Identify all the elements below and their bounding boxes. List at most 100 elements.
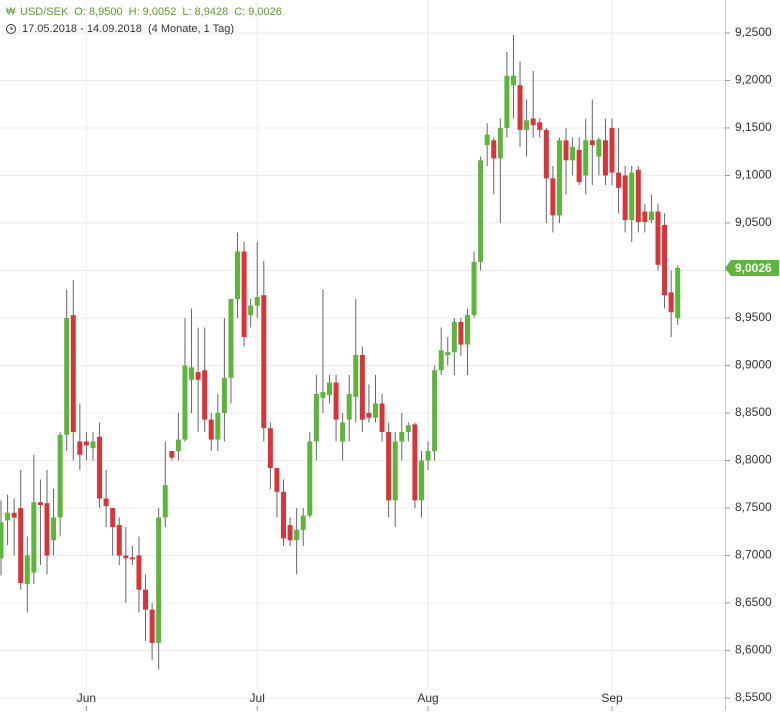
- candle-body: [530, 118, 536, 126]
- y-tick-label: 9,2500: [735, 25, 772, 39]
- candle-body: [464, 315, 470, 345]
- low-label: L: 8,9428: [182, 6, 228, 18]
- candle-body: [195, 372, 201, 380]
- y-tick-label: 9,1000: [735, 168, 772, 182]
- clock-hands: [10, 26, 13, 30]
- candle-body: [221, 377, 227, 413]
- candle-body: [51, 517, 57, 541]
- last-price-label: 9,0026: [735, 261, 772, 275]
- candle-body: [116, 525, 122, 556]
- candle-body: [182, 365, 188, 440]
- candle-body: [5, 512, 11, 521]
- y-tick-label: 8,9000: [735, 358, 772, 372]
- header: ₩ USD/SEK O: 8,9500 H: 9,0052 L: 8,9428 …: [6, 6, 282, 35]
- icon: ₩: [6, 7, 16, 18]
- candle-body: [202, 370, 208, 420]
- y-tick-label: 8,5500: [735, 690, 772, 704]
- candle-body: [537, 122, 543, 130]
- candle-body: [596, 139, 602, 157]
- candle-body: [524, 120, 530, 130]
- candle-body: [215, 412, 221, 440]
- y-tick-label: 8,6500: [735, 595, 772, 609]
- candle-body: [556, 140, 562, 216]
- candle-body: [491, 140, 497, 159]
- candle-body: [662, 224, 668, 296]
- candle-body: [0, 522, 4, 559]
- candle-body: [77, 441, 83, 455]
- candle-body: [675, 268, 681, 318]
- candle-body: [609, 127, 615, 173]
- clock-icon: [6, 24, 16, 34]
- candle-body: [471, 261, 477, 316]
- candle-body: [478, 160, 484, 262]
- candle-body: [583, 140, 589, 176]
- candle-body: [97, 436, 103, 499]
- y-tick-label: 8,9500: [735, 310, 772, 324]
- candle-body: [589, 140, 595, 146]
- candle-body: [110, 507, 116, 527]
- candle-body: [175, 439, 181, 451]
- candle-body: [432, 370, 438, 451]
- candle-body: [418, 460, 424, 501]
- candle-body: [327, 382, 332, 395]
- candle-body: [313, 393, 319, 442]
- candle-body: [386, 431, 392, 501]
- candle-body: [438, 350, 444, 371]
- y-tick-label: 8,7000: [735, 548, 772, 562]
- candle-body: [405, 425, 411, 432]
- candle-body: [149, 609, 155, 643]
- candle-body: [281, 491, 287, 539]
- candle-body: [372, 403, 378, 418]
- candle-body: [248, 305, 254, 316]
- candle-body: [425, 450, 431, 461]
- candle-body: [655, 211, 661, 265]
- candle-body: [129, 557, 135, 560]
- candle-body: [228, 298, 234, 378]
- candle-body: [399, 431, 405, 442]
- candle-body: [576, 149, 582, 183]
- y-tick-label: 8,7500: [735, 500, 772, 514]
- candles: [0, 34, 681, 670]
- candle-body: [83, 441, 89, 446]
- candle-body: [44, 503, 50, 556]
- candle-body: [366, 412, 372, 418]
- candle-body: [563, 140, 569, 161]
- y-tick-label: 8,8000: [735, 453, 772, 467]
- candle-body: [616, 172, 622, 188]
- candle-body: [261, 295, 267, 429]
- candle-body: [550, 178, 556, 216]
- candle-body: [379, 403, 385, 432]
- candle-body: [392, 441, 398, 501]
- candle-body: [445, 352, 451, 356]
- candle-body: [143, 589, 149, 610]
- candle-body: [287, 525, 293, 541]
- last-price-marker: [725, 260, 779, 277]
- candle-body: [543, 129, 549, 179]
- candle-body: [169, 450, 175, 458]
- candle-body: [123, 555, 129, 559]
- candle-body: [497, 127, 503, 159]
- candle-body: [570, 146, 576, 161]
- candle-body: [346, 393, 352, 420]
- candle-body: [458, 321, 464, 345]
- candle-body: [31, 502, 37, 573]
- candle-body: [274, 468, 280, 492]
- candle-body: [18, 507, 24, 584]
- candle-body: [307, 441, 313, 516]
- candle-body: [668, 292, 674, 313]
- candle-body: [156, 517, 162, 643]
- candle-body: [333, 382, 339, 420]
- candle-body: [208, 419, 214, 440]
- candle-body: [136, 555, 142, 590]
- candle-body: [622, 175, 628, 221]
- x-tick-label: Sep: [601, 691, 623, 705]
- y-tick-label: 9,1500: [735, 120, 772, 134]
- candle-body: [340, 422, 346, 442]
- open-label: O: 8,9500: [74, 6, 122, 18]
- y-tick-label: 9,0500: [735, 215, 772, 229]
- candle-body: [103, 498, 109, 507]
- candle-body: [648, 211, 654, 221]
- candle-body: [235, 251, 241, 299]
